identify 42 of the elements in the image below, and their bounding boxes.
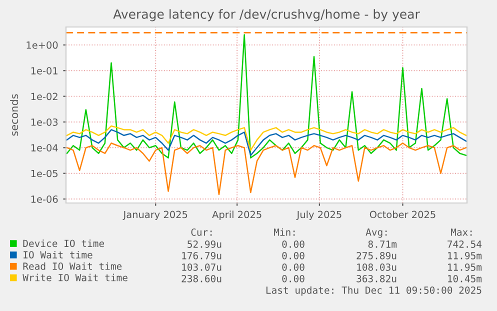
y-axis-title: seconds xyxy=(10,94,18,136)
y-tick-label: 1e-03 xyxy=(31,118,58,126)
chart-title: Average latency for /dev/crushvg/home - by year xyxy=(113,9,420,22)
legend-label: IO Wait time xyxy=(24,250,92,258)
text: Cur: xyxy=(191,228,212,236)
text: 11.95m xyxy=(448,252,482,260)
text: 275.89u xyxy=(356,252,396,260)
text: 0.00 xyxy=(282,274,304,282)
text: 52.99u xyxy=(188,240,222,248)
text: 8.71m xyxy=(368,240,397,248)
text: 0.00 xyxy=(282,252,304,260)
text: 11.95m xyxy=(448,263,482,271)
y-tick-label: 1e+00 xyxy=(26,41,58,49)
y-tick-label: 1e-01 xyxy=(31,67,58,74)
legend-label: Device IO time xyxy=(23,240,104,248)
line-series xyxy=(66,142,467,196)
x-tick-label: January 2025 xyxy=(122,210,188,220)
text: 108.03u xyxy=(357,263,396,271)
text: 363.82u xyxy=(356,274,396,282)
legend-label: Read IO Wait time xyxy=(23,262,122,270)
text: 103.07u xyxy=(182,263,222,271)
x-tick-label: October 2025 xyxy=(370,210,436,218)
text: Max: xyxy=(450,228,472,236)
x-tick-label: July 2025 xyxy=(296,210,342,220)
y-tick-label: 1e-04 xyxy=(31,144,58,152)
line-series xyxy=(66,129,467,156)
y-tick-label: 1e-05 xyxy=(31,170,58,178)
text: Min: xyxy=(274,228,295,236)
text: Last update: Thu Dec 11 09:50:00 2025 xyxy=(266,286,482,296)
legend-label: Write IO Wait time xyxy=(22,274,128,282)
text: 238.60u xyxy=(182,274,222,282)
text: 742.54 xyxy=(448,240,482,248)
y-tick-label: 1e-02 xyxy=(31,92,58,100)
y-tick-label: 1e-06 xyxy=(31,196,58,203)
x-tick-label: April 2025 xyxy=(212,210,262,220)
text: 0.00 xyxy=(282,263,304,271)
text: 176.79u xyxy=(182,252,222,260)
text: 0.00 xyxy=(282,240,304,248)
text: Avg: xyxy=(366,228,387,238)
line-series xyxy=(66,125,467,151)
line-series xyxy=(66,34,467,159)
text: 10.45m xyxy=(448,274,482,282)
